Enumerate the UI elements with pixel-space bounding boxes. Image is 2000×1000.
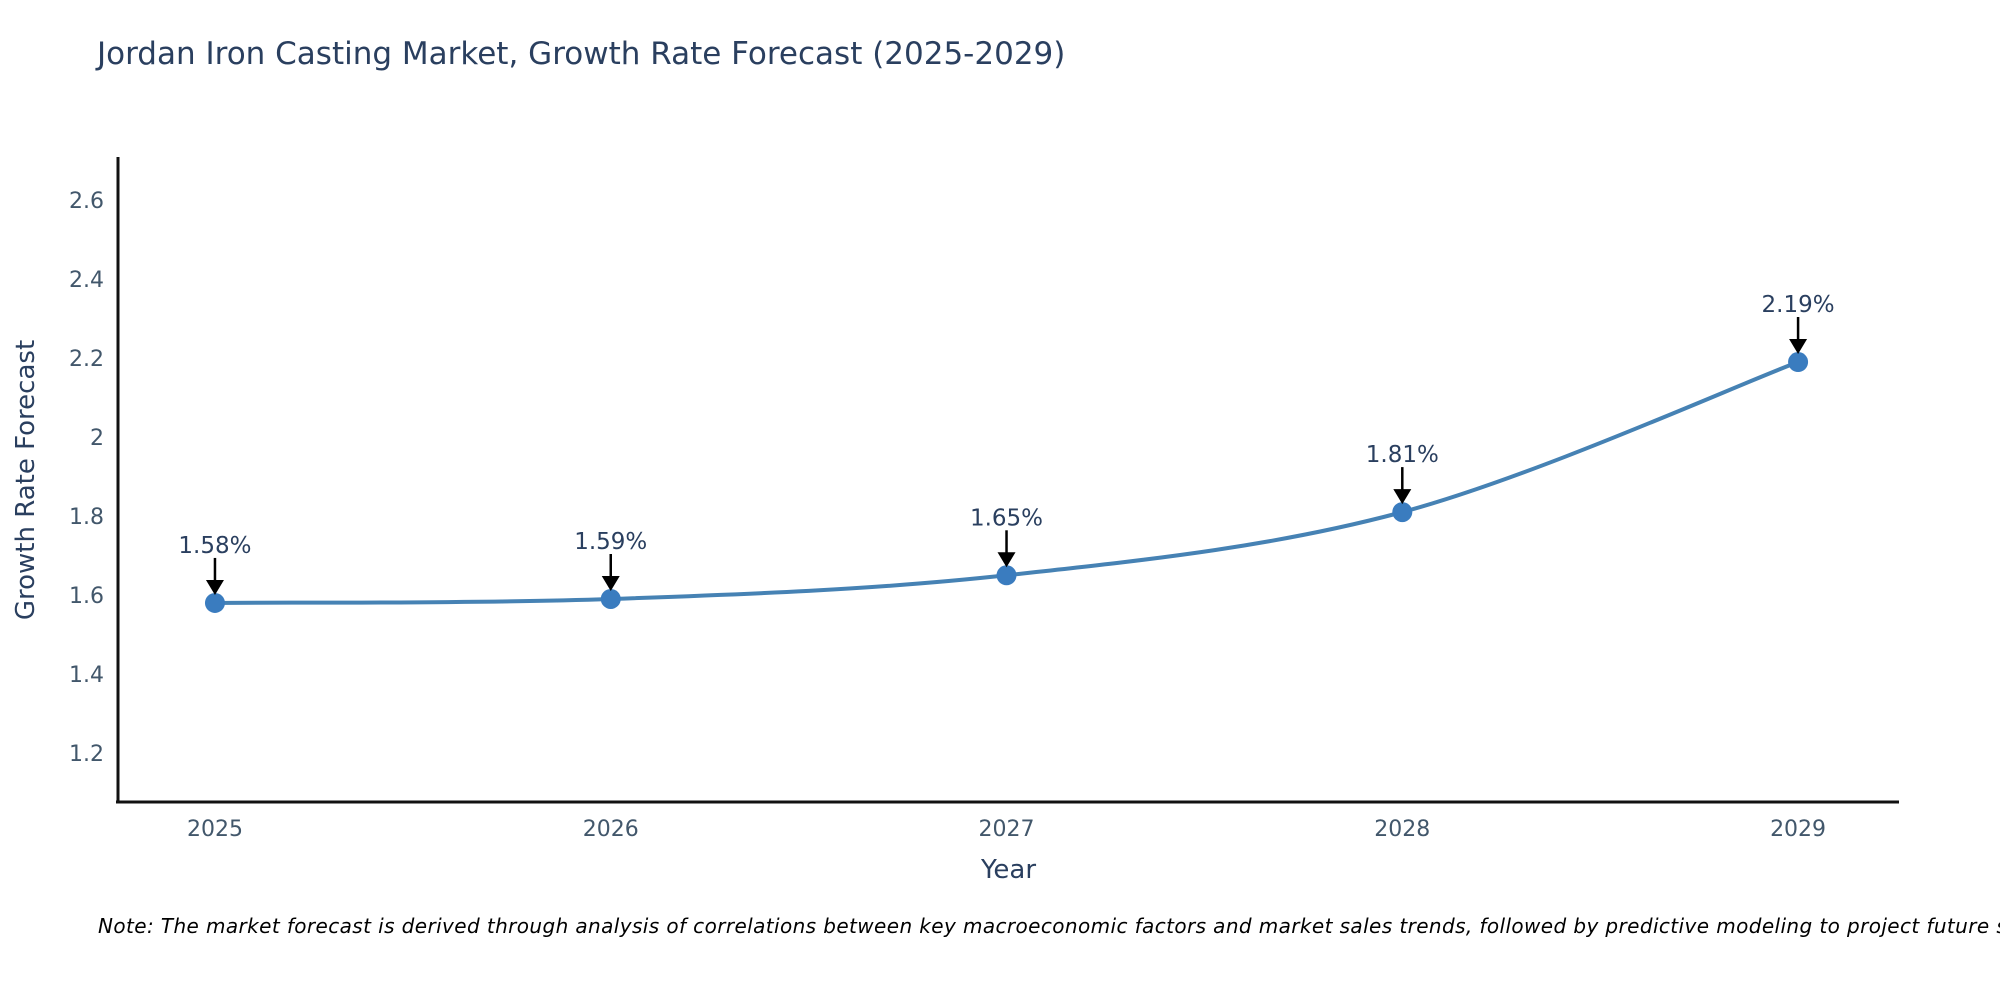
data-point[interactable]	[996, 565, 1017, 586]
annotation-label: 1.58%	[178, 533, 251, 559]
y-tick-label: 1.4	[69, 663, 104, 688]
arrow-down-icon	[601, 575, 620, 591]
x-tick-label: 2029	[1770, 817, 1826, 842]
y-axis-title: Growth Rate Forecast	[11, 340, 41, 620]
y-tick-label: 1.8	[69, 505, 104, 530]
arrow-down-icon	[997, 552, 1016, 568]
x-tick-label: 2027	[979, 817, 1035, 842]
x-axis-title: Year	[980, 855, 1036, 885]
y-tick-label: 2.6	[69, 189, 104, 214]
annotation-label: 1.59%	[574, 529, 647, 555]
data-point[interactable]	[1392, 502, 1413, 523]
annotation-label: 1.81%	[1366, 442, 1439, 468]
growth-rate-line-chart: 2.6 2.4 2.2 2 1.8 1.6 1.4 1.2 2025 2026 2027 2028 20…	[11, 157, 1899, 885]
annotation-label: 2.19%	[1762, 292, 1835, 318]
y-tick-label: 2.4	[69, 268, 104, 293]
x-tick-label: 2026	[583, 817, 639, 842]
arrow-down-icon	[1393, 489, 1412, 505]
y-tick-label: 1.2	[69, 742, 104, 767]
arrow-down-icon	[1789, 339, 1808, 355]
data-point[interactable]	[1788, 352, 1809, 373]
data-point[interactable]	[204, 592, 225, 613]
x-tick-label: 2028	[1374, 817, 1430, 842]
chart-title: Jordan Iron Casting Market, Growth Rate …	[97, 36, 1066, 72]
footnote: Note: The market forecast is derived thr…	[98, 914, 2000, 938]
annotation-label: 1.65%	[970, 505, 1043, 531]
y-tick-label: 2	[90, 426, 104, 451]
y-tick-label: 1.6	[69, 584, 104, 609]
data-point[interactable]	[600, 588, 621, 609]
x-tick-label: 2025	[187, 817, 243, 842]
arrow-down-icon	[205, 579, 224, 595]
y-tick-label: 2.2	[69, 347, 104, 372]
